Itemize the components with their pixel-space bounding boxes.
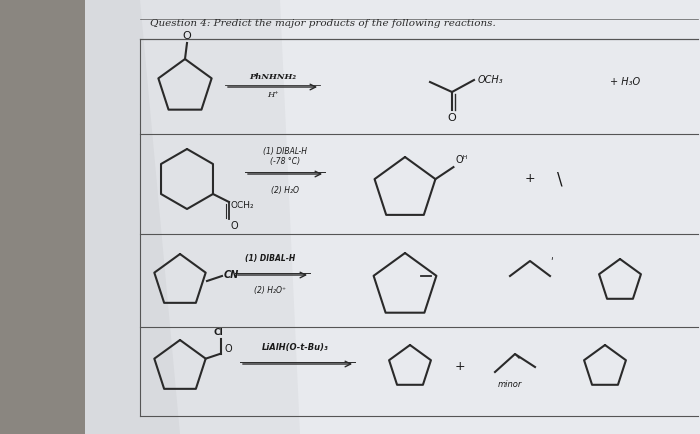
Text: \: \ [557, 170, 563, 188]
Text: +: + [455, 361, 466, 374]
Text: (2) H₂O: (2) H₂O [271, 186, 299, 195]
Text: OCH₃: OCH₃ [478, 75, 503, 85]
FancyBboxPatch shape [0, 0, 85, 434]
Text: minor: minor [498, 380, 522, 389]
Text: (1) DIBAL-H: (1) DIBAL-H [245, 254, 295, 263]
Text: O: O [225, 344, 232, 354]
Text: Question 4: Predict the major products of the following reactions.: Question 4: Predict the major products o… [150, 19, 496, 28]
Text: ʹ: ʹ [550, 258, 553, 268]
Text: +: + [525, 172, 536, 185]
Text: LiAlH(O-t-Bu)₃: LiAlH(O-t-Bu)₃ [262, 343, 328, 352]
Text: O: O [183, 31, 191, 41]
Text: H⁺: H⁺ [267, 91, 279, 99]
Text: O: O [231, 221, 239, 231]
Text: (1) DIBAL-H: (1) DIBAL-H [263, 147, 307, 156]
Text: CN: CN [224, 270, 239, 280]
Polygon shape [85, 0, 700, 434]
Text: (2) H₂O⁺: (2) H₂O⁺ [254, 286, 286, 295]
Text: OCH₂: OCH₂ [231, 201, 255, 210]
Text: PhNHNH₂: PhNHNH₂ [249, 73, 296, 81]
Polygon shape [140, 0, 700, 434]
Polygon shape [280, 0, 700, 434]
Text: Oᴴ: Oᴴ [456, 155, 468, 165]
Text: (-78 °C): (-78 °C) [270, 157, 300, 166]
Text: O: O [447, 113, 456, 123]
Text: + H₃O: + H₃O [610, 77, 640, 87]
Text: Cl: Cl [214, 328, 223, 337]
